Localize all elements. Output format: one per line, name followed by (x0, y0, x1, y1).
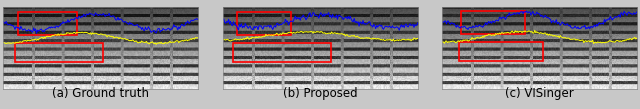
Bar (232, 43, 331, 62)
Bar (461, 11, 525, 34)
Text: (a) Ground truth: (a) Ground truth (52, 87, 149, 100)
Bar (18, 12, 77, 35)
Text: (b) Proposed: (b) Proposed (283, 87, 357, 100)
Bar (237, 12, 291, 35)
Bar (460, 42, 543, 61)
Text: (c) VISinger: (c) VISinger (504, 87, 573, 100)
Bar (15, 43, 103, 62)
